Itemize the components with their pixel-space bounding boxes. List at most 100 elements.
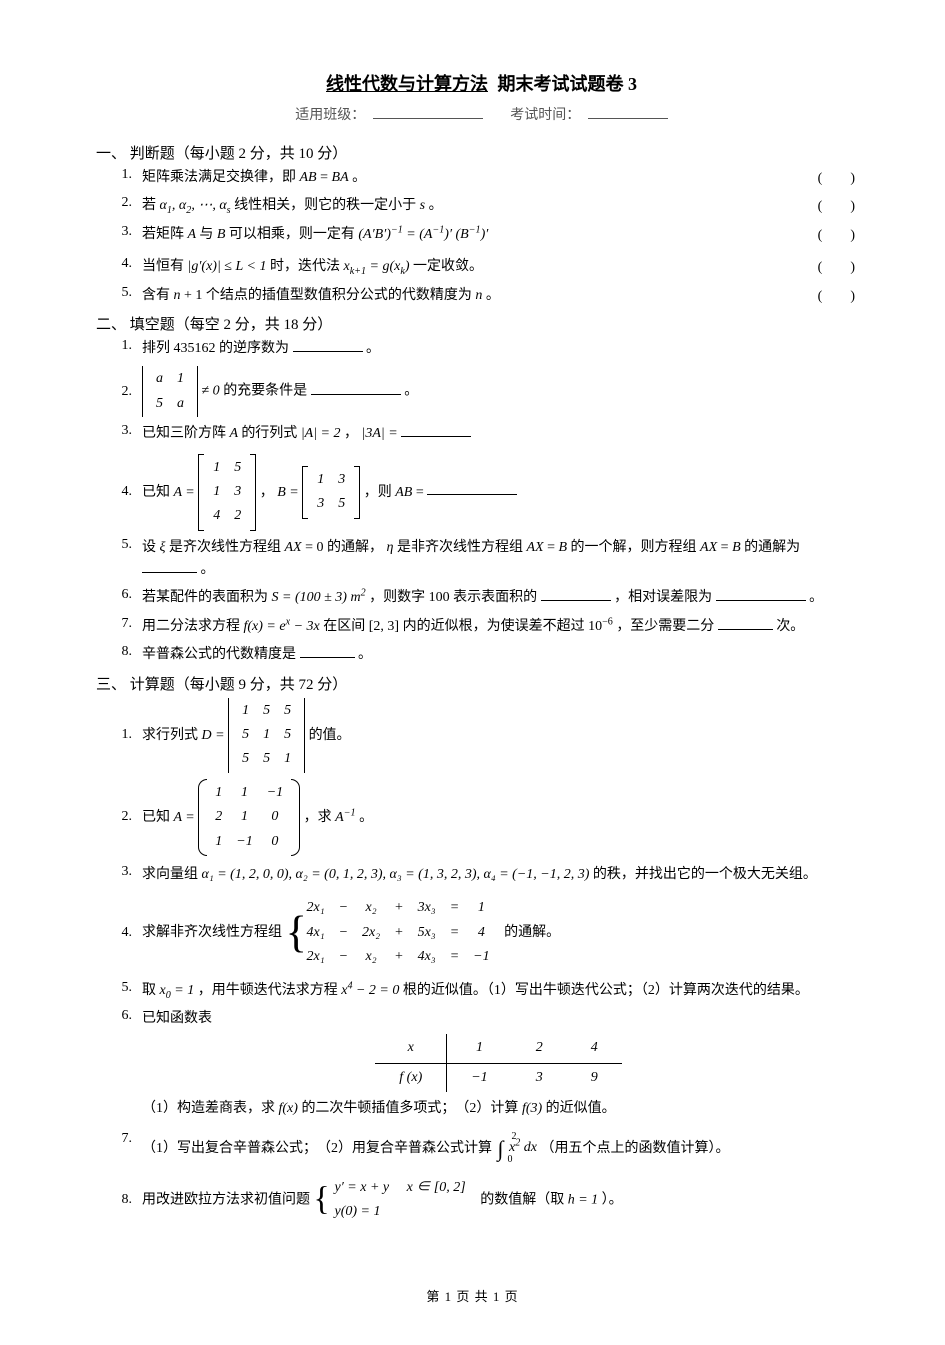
s3-q4: 4. 求解非齐次线性方程组 2x₁−x₂+3x₃=1 4x₁−2x₂+5x₃=4… [108, 894, 855, 971]
text: 已知三阶方阵 [142, 426, 226, 441]
text: 求行列式 [142, 727, 198, 742]
text: 根的近似值。（1）写出牛顿迭代公式；（2）计算两次迭代的结果。 [403, 983, 809, 998]
math: A = [174, 810, 199, 825]
text: 若 [142, 198, 156, 213]
s2-q7: 7. 用二分法求方程 f(x) = ex − 3x 在区间 [2, 3] 内的近… [108, 616, 855, 638]
math: f(3) [522, 1101, 546, 1116]
text: 的值。 [309, 727, 351, 742]
paren-slot: ( ) [795, 256, 855, 276]
text: 的一个解，则方程组 [571, 540, 697, 555]
text: 当恒有 [142, 259, 184, 274]
math: A [230, 426, 242, 441]
math: x4 − 2 = 0 [341, 983, 403, 998]
text: = [547, 540, 558, 555]
text: 含有 [142, 288, 170, 303]
text: 已知函数表 [142, 1011, 212, 1026]
blank [541, 587, 611, 601]
text: （用五个点上的函数值计算）。 [541, 1140, 730, 1155]
text: ，则 [364, 484, 392, 499]
qbody: 含有 n + 1 个结点的插值型数值积分公式的代数精度为 n 。 [142, 285, 795, 307]
qnum: 5. [108, 537, 142, 553]
text: ， [260, 484, 274, 499]
qbody: 排列 435162 的逆序数为 。 [142, 338, 855, 360]
s3-q2: 2. 已知 A = 11−1 210 1−10 ，求 A−1 。 [108, 779, 855, 856]
s3-q7: 7. （1）写出复合辛普森公式； （2）用复合辛普森公式计算 ∫20 x2 dx… [108, 1131, 855, 1166]
system-brace: 2x₁−x₂+3x₃=1 4x₁−2x₂+5x₃=4 2x₁−x₂+4x₃=−1 [286, 894, 501, 971]
qnum: 6. [108, 1008, 142, 1024]
s2-q8: 8. 辛普森公式的代数精度是 。 [108, 644, 855, 666]
text: ）。 [602, 1192, 623, 1207]
math: s [420, 198, 429, 213]
text: 时，迭代法 [270, 259, 340, 274]
text: 。 [352, 170, 366, 185]
math: |g′(x)| ≤ L < 1 [188, 259, 270, 274]
time-blank [588, 105, 668, 119]
qnum: 3. [108, 864, 142, 880]
blank [300, 644, 355, 658]
time-label: 考试时间： [510, 108, 580, 123]
bmatrix-A: 15 13 42 [198, 454, 256, 531]
pmatrix: 11−1 210 1−10 [198, 779, 300, 856]
text: 的行列式 [241, 426, 297, 441]
s3-q5: 5. 取 x0 = 1 ，用牛顿迭代法求方程 x4 − 2 = 0 根的近似值。… [108, 980, 855, 1002]
text: 的充要条件是 [223, 384, 307, 399]
text: 矩阵乘法满足交换律，即 [142, 170, 296, 185]
qnum: 2. [108, 195, 142, 211]
qbody: 若 α1, α2, ⋯, αs 线性相关，则它的秩一定小于 s 。 [142, 195, 795, 217]
s2-q2: 2. a15a ≠ 0 的充要条件是 。 [108, 366, 855, 417]
s3-q1: 1. 求行列式 D = 155 515 551 的值。 [108, 698, 855, 773]
qnum: 5. [108, 285, 142, 301]
text: 的二次牛顿插值多项式； （2）计算 [301, 1101, 518, 1116]
text: 的通解。 [504, 925, 560, 940]
text: 。 [486, 288, 500, 303]
text: ，则数字 100 表示表面积的 [369, 590, 537, 605]
math: ξ [160, 540, 166, 555]
text: 取 [142, 983, 156, 998]
s1-q1: 1. 矩阵乘法满足交换律，即 AB = BA 。 ( ) [108, 167, 855, 189]
math: x0 = 1 [160, 983, 198, 998]
qbody: （1）写出复合辛普森公式； （2）用复合辛普森公式计算 ∫20 x2 dx （用… [142, 1131, 855, 1166]
text: = [721, 540, 732, 555]
class-label: 适用班级： [295, 108, 365, 123]
integral-icon: ∫20 [498, 1131, 504, 1166]
qbody: 已知三阶方阵 A 的行列式 |A| = 2 ， |3A| = [142, 423, 855, 445]
class-blank [373, 105, 483, 119]
qnum: 7. [108, 616, 142, 632]
math: AX [285, 540, 302, 555]
s2-q1: 1. 排列 435162 的逆序数为 。 [108, 338, 855, 360]
text: ，用牛顿迭代法求方程 [198, 983, 338, 998]
math: AX [700, 540, 717, 555]
math: (A′B′)−1 = (A−1)′ (B−1)′ [358, 227, 488, 242]
paren-slot: ( ) [795, 167, 855, 187]
math: α₂ = (0, 1, 2, 3), [296, 867, 387, 882]
text: 已知 [142, 810, 170, 825]
math: f(x) = ex − 3x [244, 619, 324, 634]
qbody: 矩阵乘法满足交换律，即 AB = BA 。 [142, 167, 795, 189]
math: h = 1 [568, 1192, 602, 1207]
text: （1）写出复合辛普森公式； （2）用复合辛普森公式计算 [142, 1140, 492, 1155]
math: |3A| = [362, 426, 402, 441]
math: f(x) [279, 1101, 302, 1116]
function-table: x124 f (x)−139 [375, 1034, 621, 1092]
title-line: 线性代数与计算方法 期末考试试题卷 3 [108, 70, 855, 96]
text: 求解非齐次线性方程组 [142, 925, 282, 940]
blank [311, 381, 401, 395]
math: n [174, 288, 185, 303]
page-footer: 第 1 页 共 1 页 [0, 1286, 945, 1305]
text: ，求 [304, 810, 332, 825]
section3-head: 三、 计算题（每小题 9 分，共 72 分） [96, 673, 855, 694]
math: A−1 [335, 810, 355, 825]
text: 。 [359, 810, 373, 825]
qnum: 3. [108, 224, 142, 240]
s2-q3: 3. 已知三阶方阵 A 的行列式 |A| = 2 ， |3A| = [108, 423, 855, 445]
math: xk+1 = g(xk) [343, 259, 413, 274]
text: 若某配件的表面积为 [142, 590, 268, 605]
s1-q5: 5. 含有 n + 1 个结点的插值型数值积分公式的代数精度为 n 。 ( ) [108, 285, 855, 307]
math: A [188, 227, 200, 242]
det-3x3: 155 515 551 [228, 698, 305, 773]
blank [401, 423, 471, 437]
text: + 1 [184, 288, 202, 303]
qbody: 若矩阵 A 与 B 可以相乘，则一定有 (A′B′)−1 = (A−1)′ (B… [142, 224, 795, 246]
s3-q8: 8. 用改进欧拉方法求初值问题 y′ = x + y x ∈ [0, 2] y(… [108, 1174, 855, 1227]
math: B = [277, 484, 302, 499]
